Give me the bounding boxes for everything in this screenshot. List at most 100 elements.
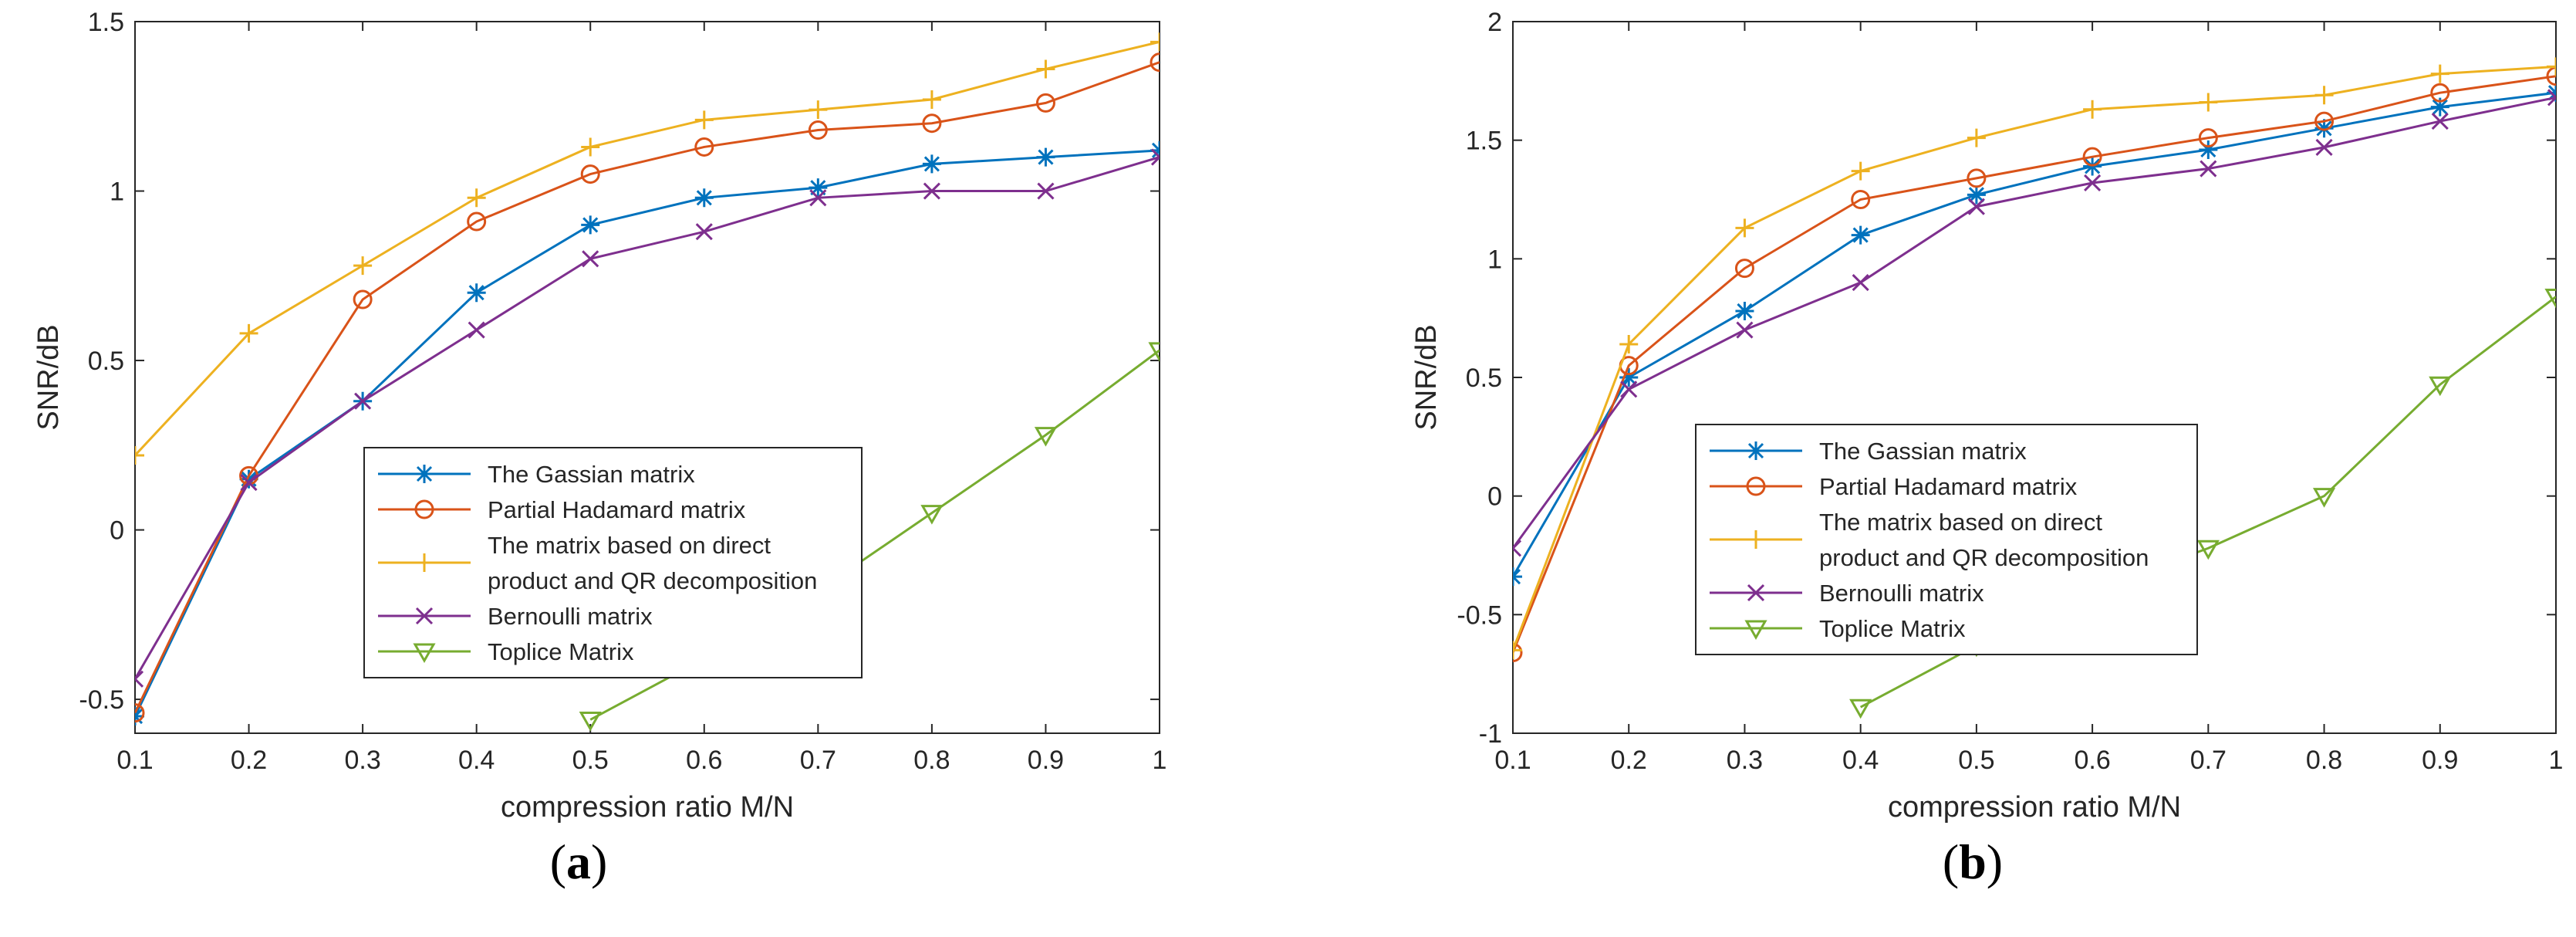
series-line-2 xyxy=(135,40,1160,457)
x-tick-label: 0.8 xyxy=(2306,746,2342,775)
data-point-2 xyxy=(353,256,373,276)
data-point-4 xyxy=(1849,699,1872,719)
data-point-2 xyxy=(467,188,486,208)
y-tick-label: 2 xyxy=(1487,8,1502,37)
data-point-3 xyxy=(2431,113,2449,130)
data-point-3 xyxy=(354,392,372,410)
data-point-0 xyxy=(2199,140,2218,159)
legend-label-3: Bernoulli matrix xyxy=(1819,580,1984,607)
legend-label-0: The Gassian matrix xyxy=(488,461,695,488)
data-point-1 xyxy=(2546,66,2556,86)
legend: The Gassian matrix Partial Hadamard matri… xyxy=(1695,424,2198,655)
data-point-2 xyxy=(1150,32,1160,52)
data-point-1 xyxy=(1150,52,1160,73)
x-tick-label: 0.5 xyxy=(1958,746,1994,775)
legend-label-3: Bernoulli matrix xyxy=(488,603,653,630)
data-point-2 xyxy=(1513,641,1522,660)
data-point-0 xyxy=(922,154,941,174)
data-point-2 xyxy=(2430,64,2449,83)
x-tick-label: 0.1 xyxy=(1494,746,1531,775)
data-point-3 xyxy=(1852,274,1869,292)
data-point-2 xyxy=(694,110,714,130)
x-tick-label: 0.8 xyxy=(913,746,950,775)
x-tick-label: 1 xyxy=(2549,746,2564,775)
x-tick-label: 0.4 xyxy=(458,746,495,775)
legend-marker-2 xyxy=(1747,530,1765,549)
legend-marker-0 xyxy=(415,465,434,483)
data-point-3 xyxy=(1513,540,1522,557)
x-tick-label: 0.5 xyxy=(572,746,609,775)
data-point-4 xyxy=(2196,540,2220,560)
chart-panel-b: 0.1 0.2 0.3 0.4 0.5 0.6 0.7 0.8 0.9 1 -1 -0.5 0 0.5 1 1… xyxy=(1410,8,2564,824)
data-point-0 xyxy=(581,215,600,235)
data-point-0 xyxy=(1619,368,1639,387)
series-line-1 xyxy=(135,61,1160,714)
data-point-4 xyxy=(1034,427,1058,447)
data-point-3 xyxy=(2547,89,2556,107)
data-point-4 xyxy=(1148,342,1160,362)
legend-label-4: Toplice Matrix xyxy=(488,638,634,665)
data-point-1 xyxy=(808,120,828,140)
y-tick-label: 0.5 xyxy=(1466,364,1502,393)
axis-ticks: 0.1 0.2 0.3 0.4 0.5 0.6 0.7 0.8 0.9 1 -0.5 0 0.5 1 1.5 xyxy=(79,8,1166,775)
data-point-3 xyxy=(1967,198,1985,215)
data-point-1 xyxy=(353,289,373,310)
y-axis-label: SNR/dB xyxy=(1410,324,1443,430)
y-tick-label: 1 xyxy=(1487,245,1502,274)
series-group xyxy=(1513,57,2556,719)
x-tick-label: 0.2 xyxy=(231,746,267,775)
data-point-3 xyxy=(809,189,827,207)
legend-marker-1 xyxy=(414,499,434,519)
legend-label-2: The matrix based on direct xyxy=(488,532,771,559)
legend-label-2: The matrix based on direct xyxy=(1819,509,2102,536)
series-line-0 xyxy=(1513,91,2556,577)
data-point-2 xyxy=(1036,59,1055,79)
x-tick-label: 0.2 xyxy=(1611,746,1647,775)
data-point-3 xyxy=(2200,160,2217,178)
x-tick-label: 0.6 xyxy=(2074,746,2110,775)
y-tick-label: 1.5 xyxy=(1466,127,1502,156)
y-tick-label: -1 xyxy=(1479,719,1502,749)
legend-label-4: Toplice Matrix xyxy=(1819,615,1966,642)
data-point-2 xyxy=(2083,100,2102,119)
data-point-0 xyxy=(239,469,258,489)
y-tick-label: 0 xyxy=(110,516,124,546)
data-point-1 xyxy=(2430,83,2450,103)
chart-panel-a: 0.1 0.2 0.3 0.4 0.5 0.6 0.7 0.8 0.9 1 -0.5 0 0.5 1 1.5… xyxy=(32,8,1166,824)
data-point-3 xyxy=(923,182,940,200)
data-point-1 xyxy=(1967,168,1987,188)
y-tick-label: 1 xyxy=(110,178,124,207)
caption-a: (a) xyxy=(549,834,608,889)
data-point-0 xyxy=(1851,225,1870,245)
series-line-2 xyxy=(1513,65,2556,651)
legend-marker-3 xyxy=(415,607,434,625)
data-point-2 xyxy=(135,445,144,465)
legend: The Gassian matrix Partial Hadamard matri… xyxy=(363,447,863,678)
y-tick-label: 0.5 xyxy=(88,347,124,376)
legend-marker-4 xyxy=(1744,620,1767,641)
x-axis-label: compression ratio M/N xyxy=(501,791,794,824)
y-tick-label: 1.5 xyxy=(88,8,124,37)
data-point-0 xyxy=(2430,97,2449,117)
y-tick-label: -0.5 xyxy=(1457,600,1502,630)
legend-label-1: Partial Hadamard matrix xyxy=(488,496,746,523)
data-point-0 xyxy=(1735,301,1754,320)
data-point-0 xyxy=(1967,185,1986,205)
caption-b-label: b xyxy=(1959,834,1987,889)
series-line-3 xyxy=(135,156,1160,680)
x-tick-label: 0.4 xyxy=(1842,746,1879,775)
data-point-2 xyxy=(1735,218,1754,238)
data-point-0 xyxy=(809,178,828,198)
x-axis-label: compression ratio M/N xyxy=(1888,791,2181,824)
data-point-1 xyxy=(1851,190,1871,209)
data-point-3 xyxy=(2084,174,2102,192)
data-point-3 xyxy=(135,670,144,688)
x-tick-label: 0.1 xyxy=(116,746,153,775)
series-line-3 xyxy=(1513,96,2556,550)
x-tick-label: 0.7 xyxy=(2190,746,2227,775)
data-point-3 xyxy=(1736,321,1754,339)
y-tick-label: 0 xyxy=(1487,482,1502,512)
data-point-2 xyxy=(2547,57,2556,76)
data-point-3 xyxy=(468,321,485,339)
